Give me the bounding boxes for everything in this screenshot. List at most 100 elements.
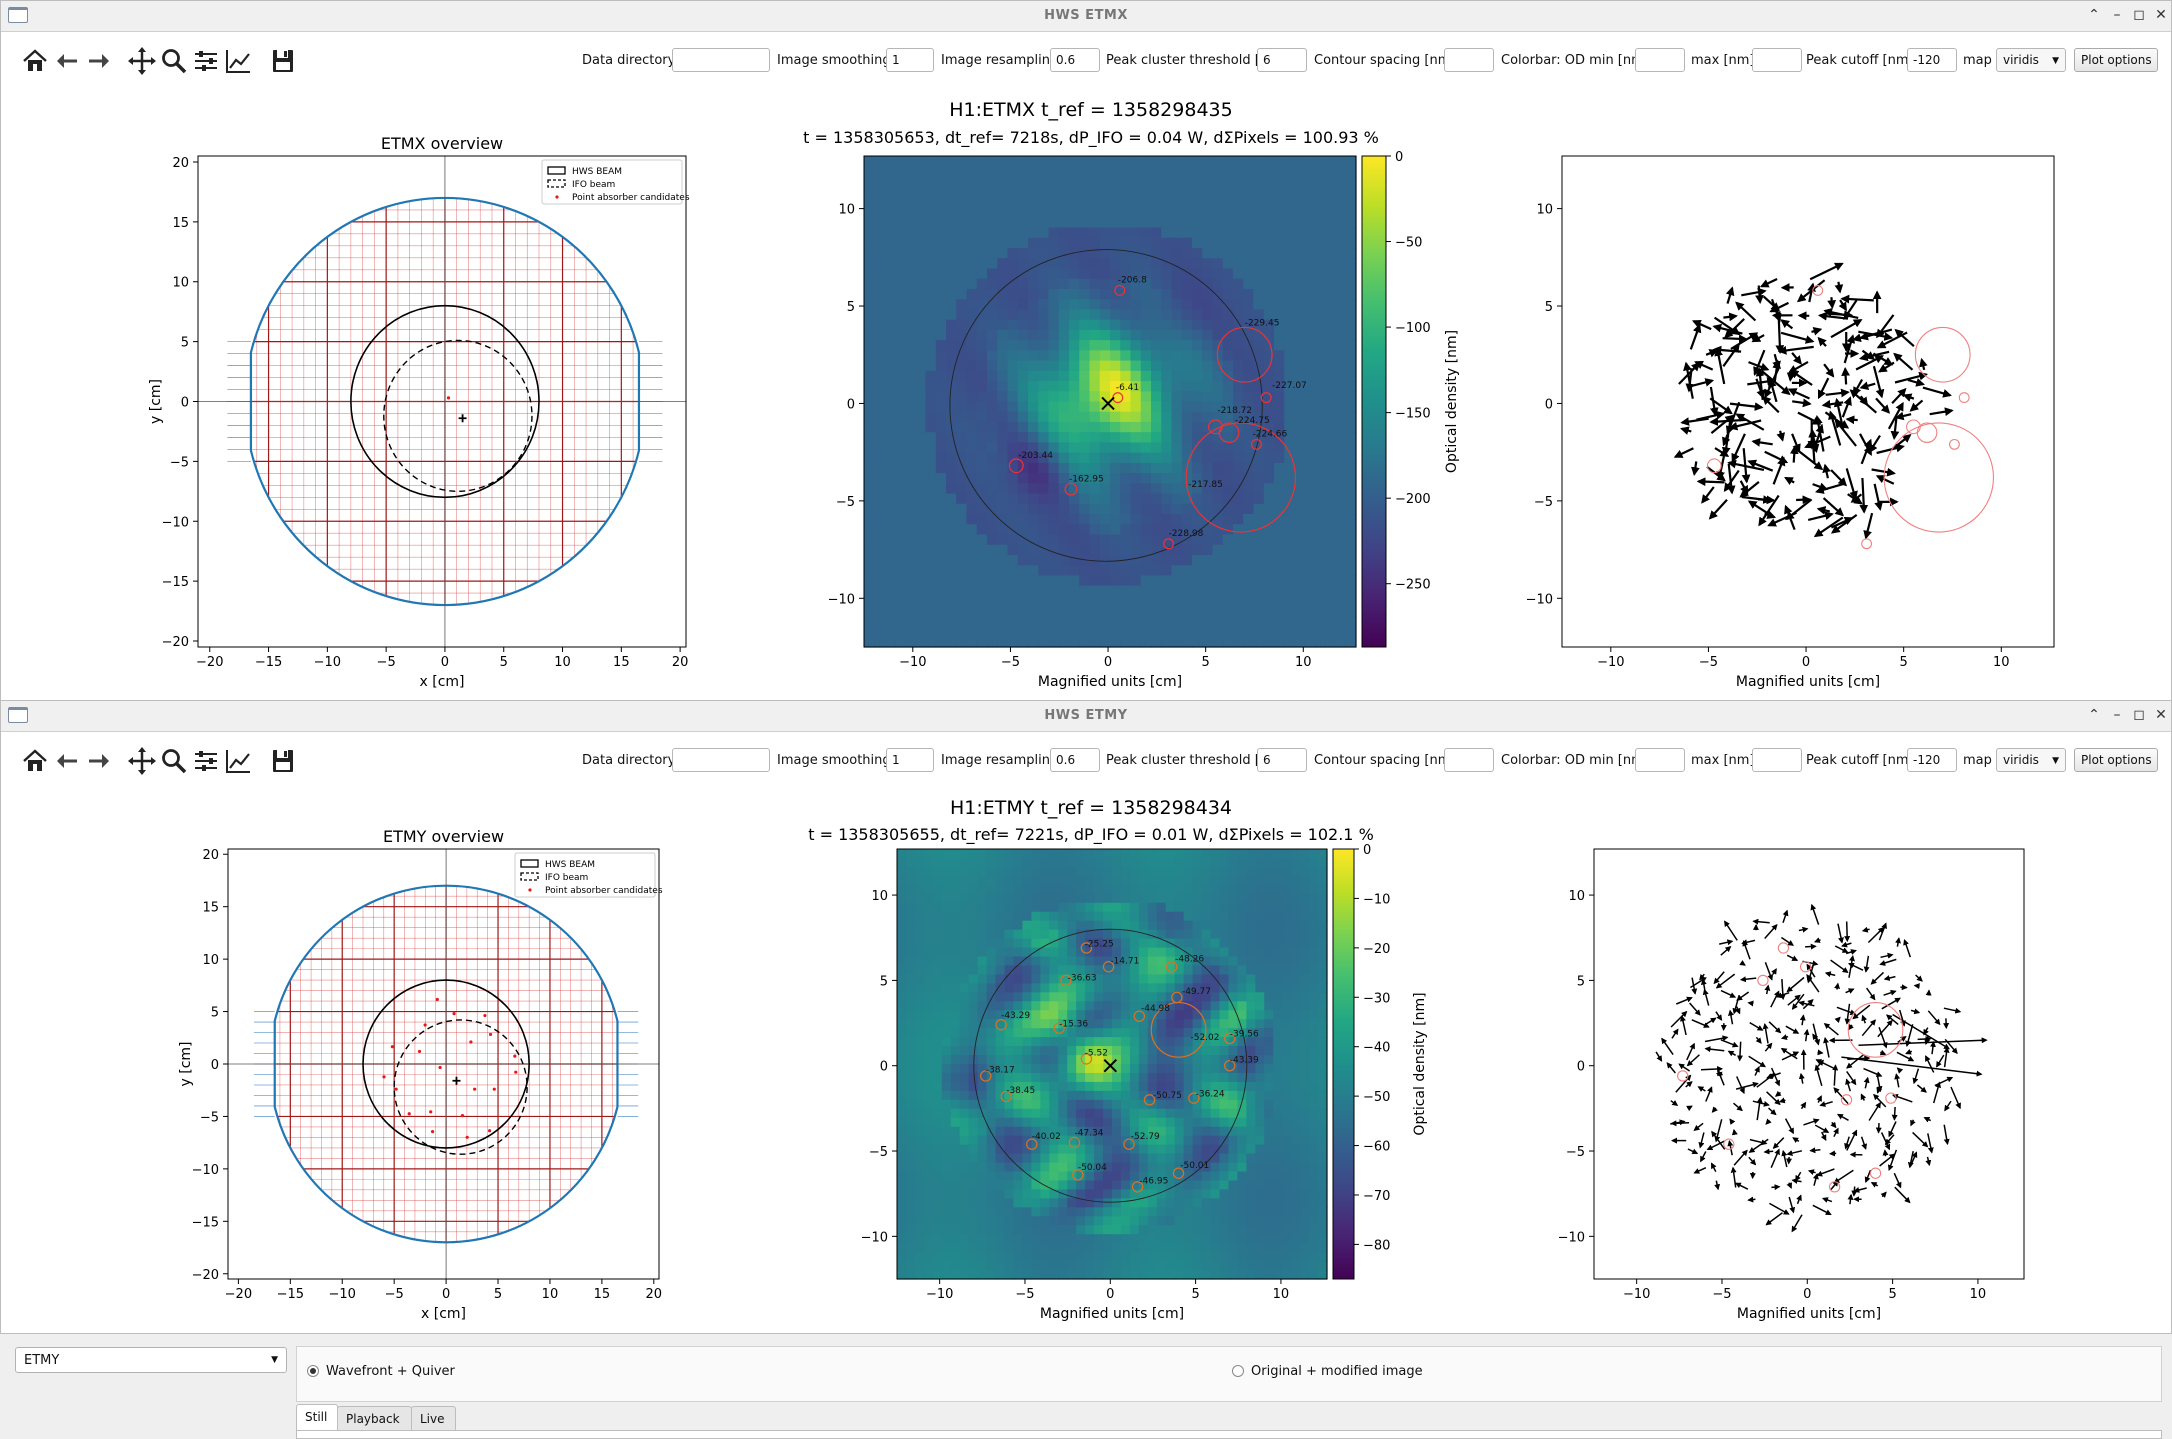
keep-above-icon[interactable]: ⌃	[2088, 707, 2100, 723]
configure-subplots-button[interactable]	[190, 45, 222, 77]
peak-cluster-input[interactable]	[1257, 748, 1307, 772]
figure-canvas[interactable]: H1:ETMX t_ref = 1358298435 t = 1358305653…	[1, 89, 2172, 705]
peak-cutoff-input[interactable]	[1907, 48, 1957, 72]
plot-options-button[interactable]: Plot options	[2074, 48, 2158, 72]
tick-label: 0	[1106, 1287, 1114, 1302]
od-min-input[interactable]	[1635, 748, 1685, 772]
quiver-xlabel: Magnified units [cm]	[1736, 674, 1880, 690]
tab-live[interactable]: Live	[411, 1406, 456, 1430]
tick-label: 5	[1191, 1287, 1199, 1302]
minimize-icon[interactable]: –	[2113, 707, 2121, 723]
optic-select[interactable]: ETMY ▼	[15, 1347, 287, 1373]
axes-background	[1562, 156, 2054, 647]
zoom-icon	[162, 49, 187, 74]
absorber-candidate-dot	[488, 1129, 492, 1133]
peak-cutoff-input[interactable]	[1907, 748, 1957, 772]
pan-button[interactable]	[126, 745, 158, 777]
candidate-circle	[1812, 285, 1824, 296]
maximize-icon[interactable]: ◻	[2133, 707, 2145, 723]
resampling-input[interactable]	[1050, 48, 1100, 72]
overview-legend: HWS BEAM IFO beam Point absorber candidate…	[514, 852, 663, 898]
tick-label: −5	[1699, 655, 1718, 670]
smoothing-input[interactable]	[886, 748, 934, 772]
tick-label: 10	[202, 953, 219, 968]
edit-axes-button[interactable]	[222, 45, 254, 77]
absorber-candidate-dot	[429, 1110, 433, 1114]
peak-label: -40.02	[1032, 1132, 1061, 1142]
resampling-label: Image resampling	[941, 753, 1059, 768]
radio-original-modified[interactable]: Original + modified image	[1232, 1364, 1423, 1379]
figure-canvas[interactable]: H1:ETMY t_ref = 1358298434 t = 1358305655…	[1, 789, 2172, 1339]
candidate-circle	[1828, 1181, 1841, 1193]
max-label: max [nm]	[1691, 53, 1755, 68]
window-titlebar[interactable]: HWS ETMY ⌃ – ◻ ✕	[1, 701, 2171, 732]
candidate-circle	[1723, 1138, 1735, 1150]
pan-button[interactable]	[126, 45, 158, 77]
minimize-icon[interactable]: –	[2113, 7, 2121, 23]
back-button[interactable]	[51, 45, 83, 77]
quiver-plot: −10 −10 −5 −5 0 0 5 5 10 10 Magnified units [cm]	[1558, 848, 2025, 1322]
map-label: map	[1963, 753, 1992, 768]
beam-center-marker	[452, 1076, 461, 1085]
colormap-select[interactable]: viridis ▼	[1996, 48, 2066, 72]
home-button[interactable]	[19, 745, 51, 777]
zoom-button[interactable]	[158, 45, 190, 77]
candidate-circle	[1224, 1059, 1236, 1072]
smoothing-input[interactable]	[886, 48, 934, 72]
back-button[interactable]	[51, 745, 83, 777]
map-label: map	[1963, 53, 1992, 68]
keep-above-icon[interactable]: ⌃	[2088, 7, 2100, 23]
save-button[interactable]	[267, 45, 299, 77]
tick-label: 10	[1273, 1287, 1290, 1302]
tick-label: −5	[377, 655, 396, 670]
od-min-input[interactable]	[1635, 48, 1685, 72]
wavefront-heatmap	[864, 156, 1357, 648]
candidate-circle	[1133, 1010, 1146, 1022]
zoom-button[interactable]	[158, 745, 190, 777]
tick-label: −5	[200, 1110, 219, 1125]
contour-input[interactable]	[1444, 48, 1494, 72]
radio-wavefront-quiver[interactable]: Wavefront + Quiver	[307, 1364, 455, 1379]
data-directory-input[interactable]	[672, 748, 770, 772]
window-titlebar[interactable]: HWS ETMX ⌃ – ◻ ✕	[1, 1, 2171, 32]
candidate-circle	[1777, 942, 1790, 954]
candidate-circle	[1847, 1002, 1904, 1058]
tab-playback[interactable]: Playback	[337, 1406, 412, 1430]
window-title: HWS ETMX	[1044, 8, 1128, 23]
close-icon[interactable]: ✕	[2155, 707, 2167, 723]
candidate-circle	[1102, 961, 1115, 973]
colormap-select[interactable]: viridis ▼	[1996, 748, 2066, 772]
edit-axes-icon	[226, 750, 250, 773]
absorber-candidate-dot	[465, 1135, 469, 1139]
peak-cluster-input[interactable]	[1257, 48, 1307, 72]
data-directory-input[interactable]	[672, 48, 770, 72]
tick-label: −5	[1001, 655, 1020, 670]
overview-plot: −20 −15 −10 −5 0 5 10 15 20 −20 −15 −10 −5 0 5 10 15 20 ET…	[178, 827, 663, 1322]
home-button[interactable]	[19, 45, 51, 77]
plot-options-button[interactable]: Plot options	[2074, 748, 2158, 772]
peak-label: -6.41	[1116, 383, 1139, 393]
save-button[interactable]	[267, 745, 299, 777]
candidate-circle	[1218, 422, 1240, 444]
colorbar-tick-label: −150	[1395, 407, 1431, 422]
tick-label: 10	[1536, 203, 1553, 218]
candidate-circle	[1207, 419, 1223, 435]
candidate-circle	[1068, 1136, 1081, 1149]
forward-button[interactable]	[83, 745, 115, 777]
edit-axes-icon	[226, 50, 250, 73]
absorber-candidate-dot	[488, 1032, 493, 1037]
contour-input[interactable]	[1444, 748, 1494, 772]
tab-still[interactable]: Still	[296, 1404, 338, 1432]
tick-label: 5	[880, 974, 888, 989]
close-icon[interactable]: ✕	[2155, 7, 2167, 23]
colorbar-tick-label: −250	[1395, 578, 1431, 593]
tick-label: −10	[926, 1287, 953, 1302]
max-input[interactable]	[1752, 48, 1802, 72]
max-input[interactable]	[1752, 748, 1802, 772]
resampling-input[interactable]	[1050, 748, 1100, 772]
forward-button[interactable]	[83, 45, 115, 77]
maximize-icon[interactable]: ◻	[2133, 7, 2145, 23]
candidate-circle	[1883, 422, 1995, 533]
configure-subplots-button[interactable]	[190, 745, 222, 777]
edit-axes-button[interactable]	[222, 745, 254, 777]
